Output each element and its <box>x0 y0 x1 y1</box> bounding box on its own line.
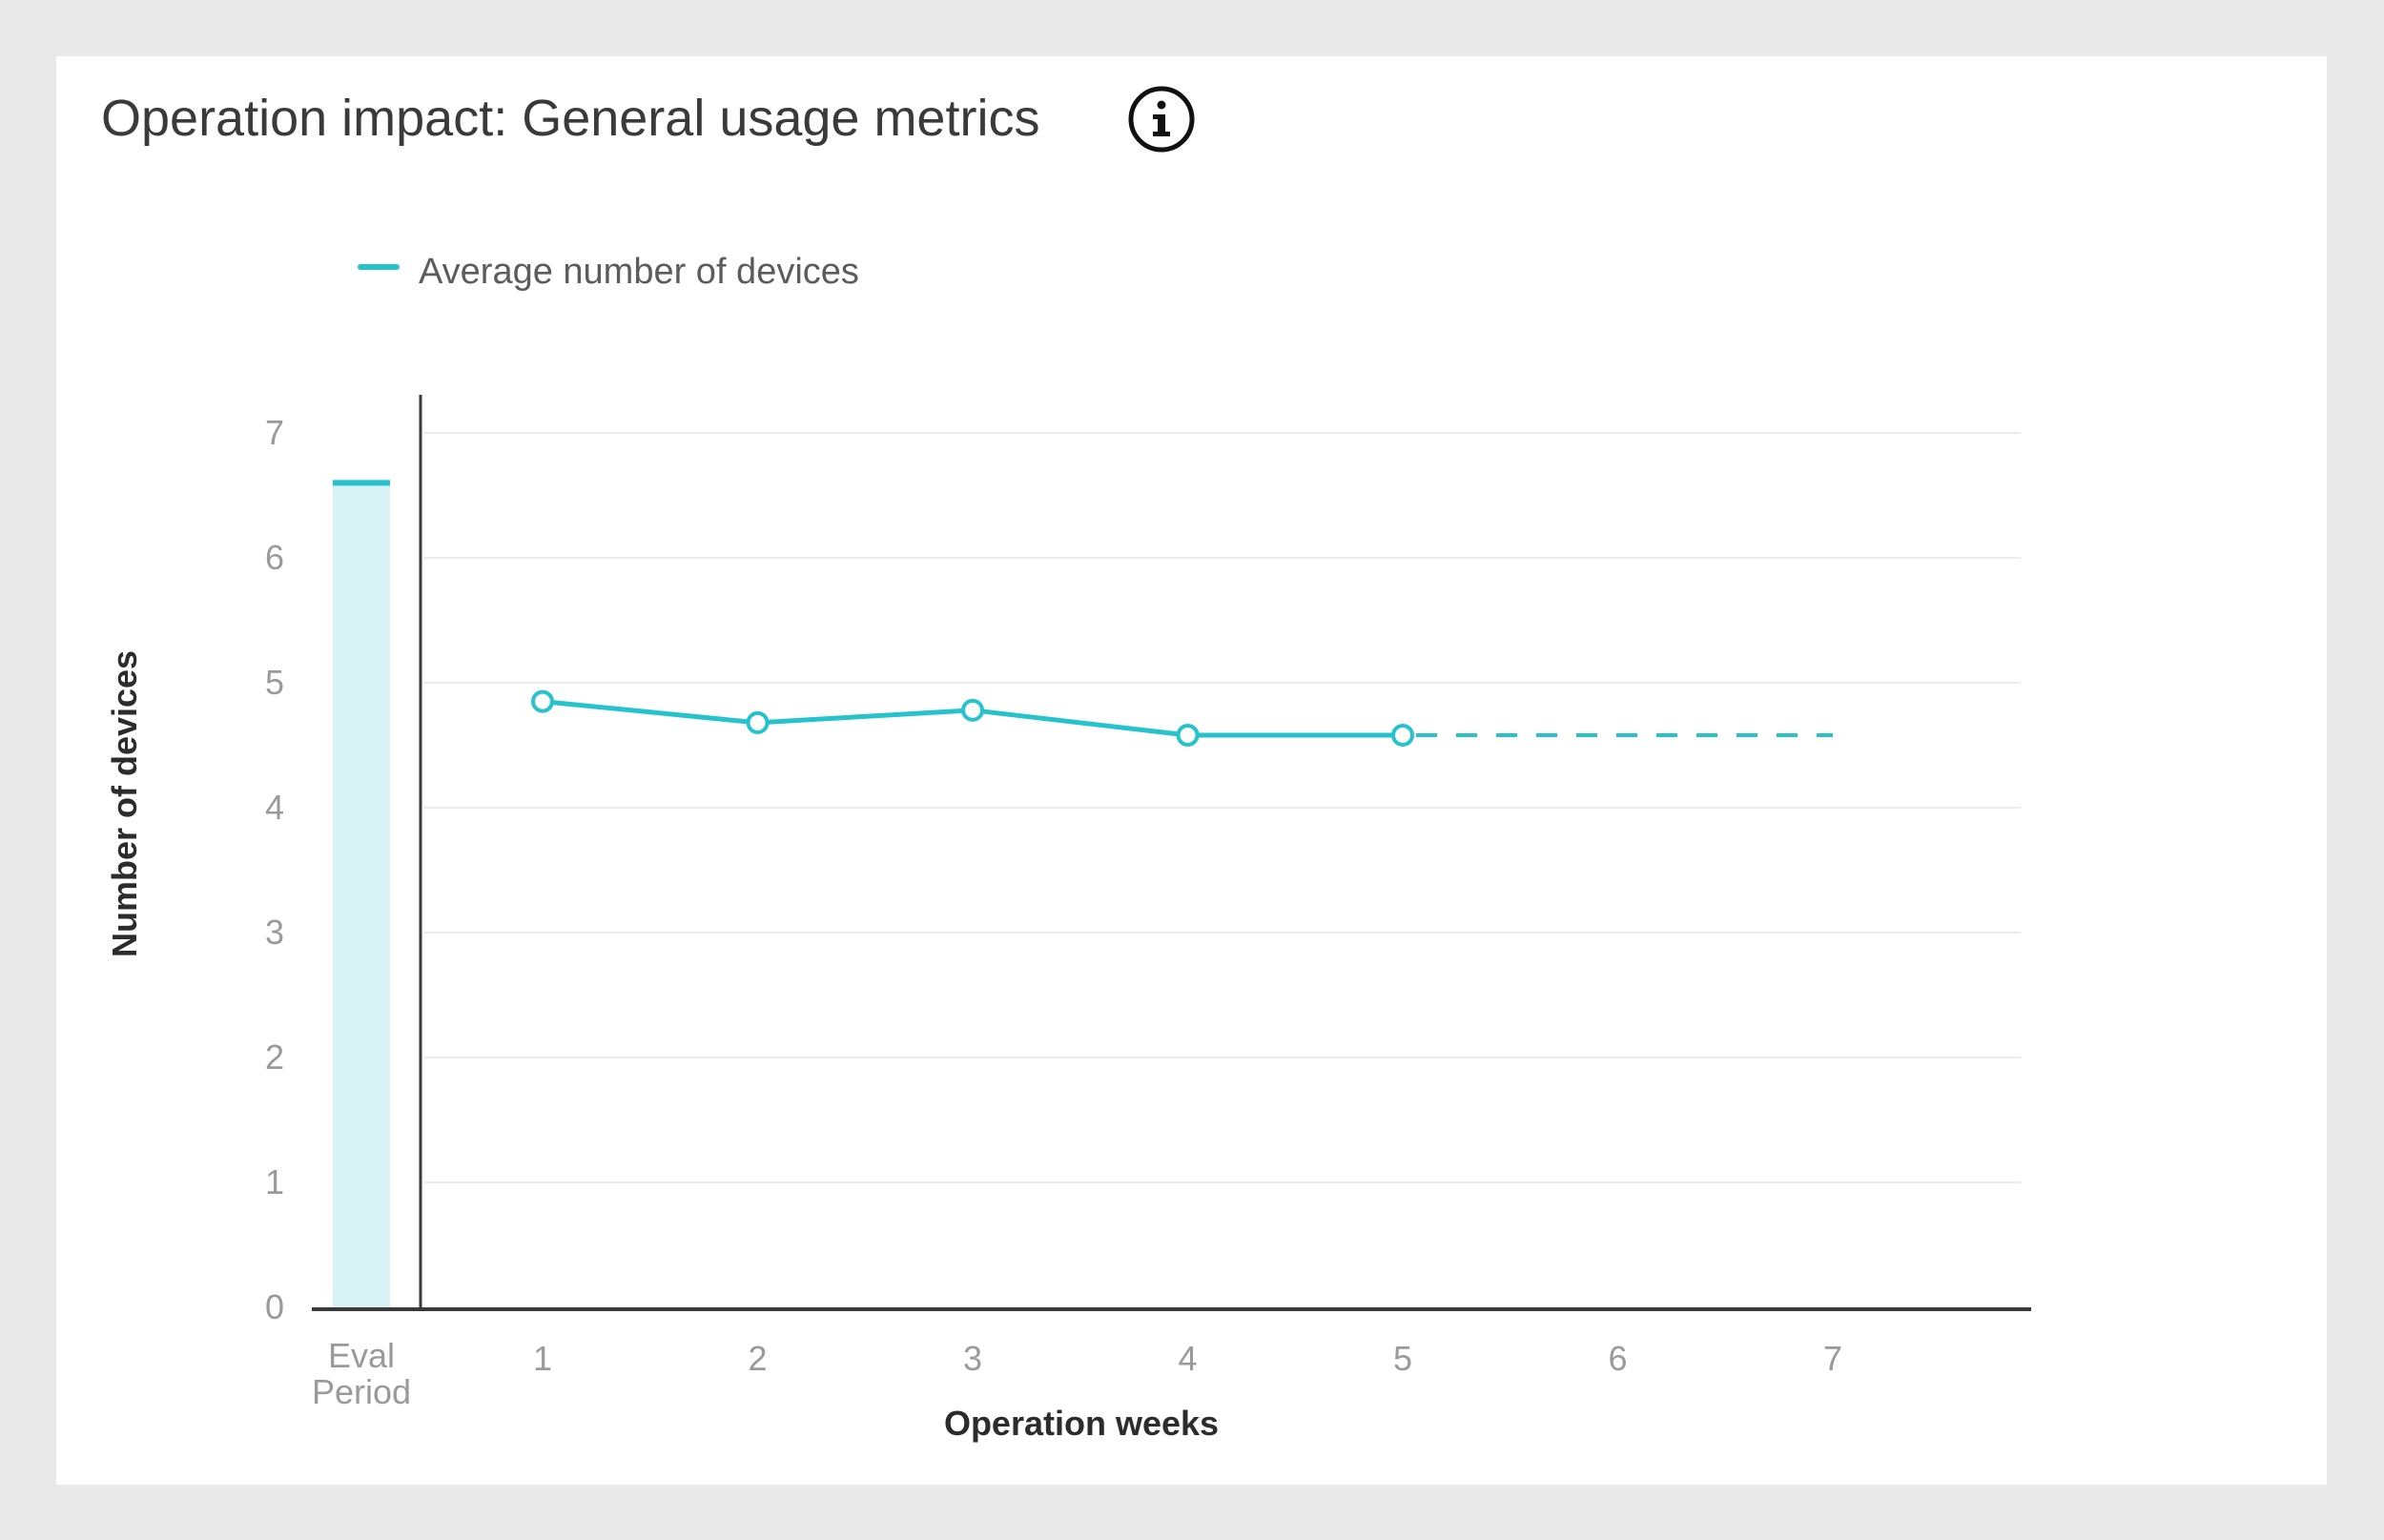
y-tick-label: 5 <box>265 663 284 702</box>
x-tick-label: 6 <box>1608 1339 1627 1378</box>
x-tick-label: 3 <box>963 1339 982 1378</box>
y-tick-label: 1 <box>265 1162 284 1201</box>
x-tick-label-eval-period: Eval <box>328 1336 395 1375</box>
data-point <box>1391 724 1414 748</box>
chart-card: Operation impact: General usage metrics … <box>56 56 2327 1485</box>
y-tick-label: 2 <box>265 1037 284 1077</box>
x-tick-label: 4 <box>1178 1339 1197 1378</box>
data-point <box>1176 724 1200 748</box>
x-tick-label: 5 <box>1393 1339 1412 1378</box>
y-tick-label: 7 <box>265 413 284 452</box>
x-tick-label: 7 <box>1823 1339 1842 1378</box>
data-point <box>746 710 770 734</box>
y-tick-label: 6 <box>265 538 284 577</box>
x-tick-label: 2 <box>748 1339 767 1378</box>
legend-label: Average number of devices <box>419 252 859 292</box>
data-point <box>531 689 554 713</box>
legend-item[interactable]: Average number of devices <box>358 252 859 293</box>
x-axis-title: Operation weeks <box>944 1404 1219 1443</box>
chart-title: Operation impact: General usage metrics <box>101 90 1040 147</box>
y-tick-label: 0 <box>265 1287 284 1326</box>
x-tick-label: 1 <box>533 1339 552 1378</box>
legend-swatch <box>358 263 400 270</box>
x-tick-label-eval-period: Period <box>312 1372 411 1411</box>
y-axis-title: Number of devices <box>105 650 144 957</box>
y-tick-label: 3 <box>265 913 284 952</box>
y-tick-label: 4 <box>265 788 284 827</box>
data-point <box>961 698 984 722</box>
info-icon[interactable] <box>1127 85 1196 154</box>
eval-period-band <box>333 483 390 1307</box>
